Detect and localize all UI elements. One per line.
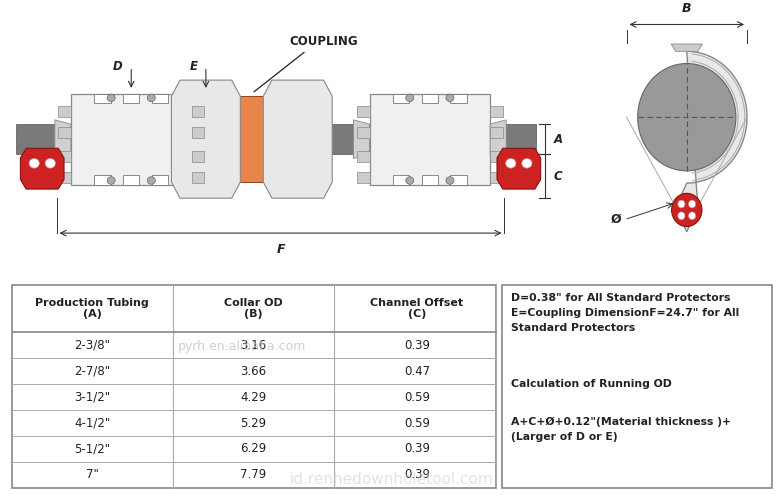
Polygon shape [298, 124, 536, 154]
Polygon shape [71, 93, 192, 185]
Polygon shape [263, 80, 332, 198]
Text: 0.39: 0.39 [404, 339, 430, 352]
Text: 0.59: 0.59 [404, 391, 430, 404]
Circle shape [406, 94, 414, 101]
Polygon shape [490, 172, 503, 183]
Polygon shape [206, 96, 298, 182]
Polygon shape [171, 80, 241, 198]
Text: 7.79: 7.79 [241, 468, 267, 481]
Polygon shape [490, 120, 506, 159]
Text: Collar OD
(B): Collar OD (B) [224, 298, 283, 320]
Polygon shape [490, 127, 503, 138]
Polygon shape [192, 127, 204, 138]
Text: D=0.38" for All Standard Protectors
E=Coupling DimensionF=24.7" for All
Standard: D=0.38" for All Standard Protectors E=Co… [511, 293, 740, 333]
Text: 4-1/2": 4-1/2" [74, 416, 110, 429]
Polygon shape [353, 120, 369, 159]
Polygon shape [192, 106, 204, 117]
Text: F: F [276, 243, 285, 255]
Text: pyrh.en.alibaba.com: pyrh.en.alibaba.com [178, 340, 307, 353]
Polygon shape [95, 93, 110, 103]
Circle shape [677, 212, 685, 220]
Text: 2-3/8": 2-3/8" [74, 339, 110, 352]
Circle shape [677, 200, 685, 208]
Text: 7": 7" [86, 468, 99, 481]
Polygon shape [152, 93, 168, 103]
Polygon shape [58, 172, 71, 183]
Polygon shape [369, 93, 490, 185]
Text: 4.29: 4.29 [241, 391, 267, 404]
Polygon shape [95, 175, 110, 185]
Text: 6.29: 6.29 [241, 442, 267, 455]
Polygon shape [123, 93, 139, 103]
Text: A+C+Ø+0.12"(Material thickness )+
(Larger of D or E): A+C+Ø+0.12"(Material thickness )+ (Large… [511, 417, 731, 442]
Text: Calculation of Running OD: Calculation of Running OD [511, 379, 672, 389]
Polygon shape [192, 172, 204, 183]
Polygon shape [490, 151, 503, 162]
Text: B: B [682, 1, 691, 15]
Polygon shape [490, 106, 503, 117]
Text: Ø: Ø [611, 213, 622, 226]
Polygon shape [676, 51, 747, 232]
Circle shape [107, 94, 115, 101]
Circle shape [29, 159, 40, 168]
Circle shape [638, 64, 736, 171]
Polygon shape [422, 93, 438, 103]
Text: 0.39: 0.39 [404, 468, 430, 481]
Text: 3-1/2": 3-1/2" [74, 391, 110, 404]
Polygon shape [357, 127, 369, 138]
Polygon shape [58, 127, 71, 138]
Text: 0.47: 0.47 [404, 365, 430, 378]
Circle shape [147, 94, 155, 101]
Polygon shape [16, 124, 206, 154]
Circle shape [406, 177, 414, 184]
Polygon shape [152, 175, 168, 185]
Text: C: C [553, 169, 562, 183]
Circle shape [107, 177, 115, 184]
Circle shape [688, 200, 696, 208]
Polygon shape [357, 151, 369, 162]
Circle shape [147, 177, 155, 184]
Text: D: D [113, 60, 123, 73]
Polygon shape [192, 151, 204, 162]
Text: 3.16: 3.16 [241, 339, 267, 352]
Text: COUPLING: COUPLING [289, 35, 358, 48]
Circle shape [446, 94, 454, 101]
Polygon shape [123, 175, 139, 185]
Polygon shape [58, 106, 71, 117]
Polygon shape [497, 148, 541, 189]
Polygon shape [451, 93, 466, 103]
Circle shape [446, 177, 454, 184]
Text: 2-7/8": 2-7/8" [74, 365, 110, 378]
Text: Channel Offset
(C): Channel Offset (C) [370, 298, 463, 320]
Polygon shape [357, 106, 369, 117]
Polygon shape [451, 175, 466, 185]
Polygon shape [422, 175, 438, 185]
Circle shape [506, 159, 516, 168]
Circle shape [45, 159, 55, 168]
Polygon shape [192, 120, 208, 159]
Polygon shape [671, 44, 702, 51]
Text: 0.59: 0.59 [404, 416, 430, 429]
Polygon shape [58, 151, 71, 162]
Polygon shape [55, 120, 71, 159]
Text: A: A [553, 133, 563, 146]
Text: 0.39: 0.39 [404, 442, 430, 455]
Polygon shape [20, 148, 64, 189]
Circle shape [671, 193, 702, 227]
Text: id.renhedownholetool.com: id.renhedownholetool.com [290, 472, 494, 487]
Text: 3.66: 3.66 [241, 365, 267, 378]
Text: 5-1/2": 5-1/2" [74, 442, 110, 455]
Text: 5.29: 5.29 [241, 416, 267, 429]
Text: Production Tubing
(A): Production Tubing (A) [36, 298, 149, 320]
Polygon shape [393, 93, 409, 103]
Polygon shape [393, 175, 409, 185]
Circle shape [521, 159, 532, 168]
Text: E: E [189, 60, 197, 73]
Polygon shape [357, 172, 369, 183]
Circle shape [688, 212, 696, 220]
